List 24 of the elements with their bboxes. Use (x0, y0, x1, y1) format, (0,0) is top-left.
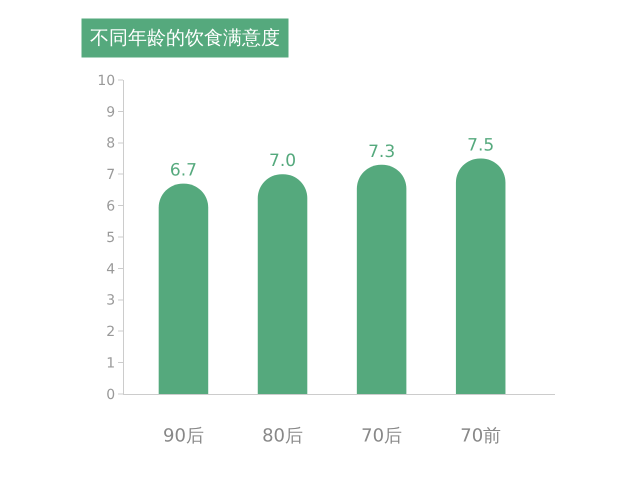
x-tick-label: 80后 (262, 426, 303, 447)
y-tick-label: 10 (97, 72, 116, 89)
bar (456, 158, 506, 394)
x-tick-label: 70后 (361, 426, 402, 447)
bar (158, 184, 208, 394)
y-tick-label: 1 (106, 356, 116, 372)
data-label: 7.5 (467, 136, 494, 156)
data-label: 6.7 (170, 160, 197, 181)
y-tick-label: 9 (106, 104, 116, 120)
y-tick-label: 5 (106, 230, 116, 246)
chart-title: 不同年龄的饮食满意度 (90, 27, 280, 49)
x-tick-label: 70前 (460, 426, 502, 447)
y-tick-label: 6 (106, 198, 116, 214)
y-tick-label: 8 (106, 136, 116, 152)
y-tick-label: 3 (106, 292, 116, 309)
x-tick-label: 90后 (162, 426, 204, 447)
y-tick-label: 7 (106, 167, 116, 184)
bar (356, 164, 406, 394)
data-label: 7.0 (269, 151, 296, 172)
y-tick-label: 0 (106, 386, 116, 403)
data-label: 7.3 (368, 142, 396, 162)
bar (258, 174, 308, 394)
y-tick-label: 2 (106, 324, 116, 340)
y-tick-label: 4 (106, 261, 116, 278)
